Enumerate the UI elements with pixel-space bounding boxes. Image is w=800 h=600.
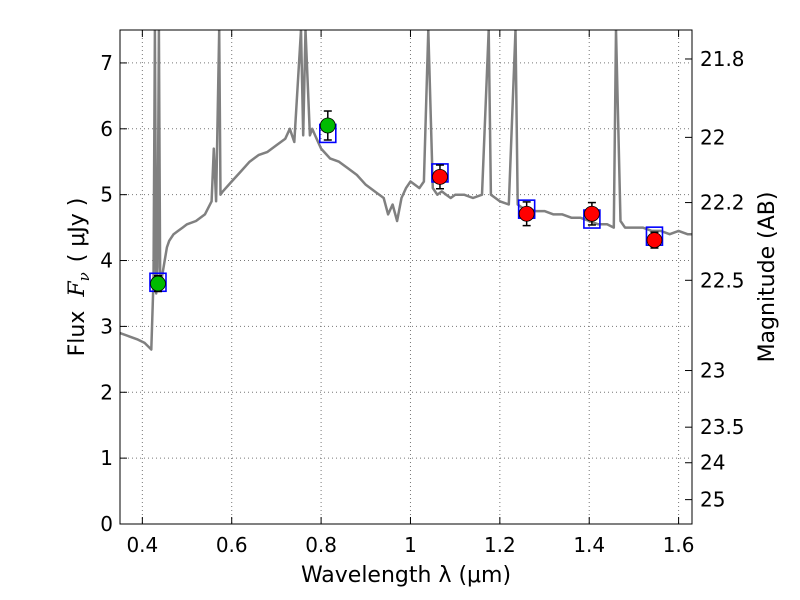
- y-tick-label: 2: [100, 380, 113, 404]
- observed-point: [518, 205, 535, 222]
- y-axis-title-prefix: Flux: [65, 311, 90, 357]
- y2-tick-label: 24: [700, 451, 725, 475]
- y2-tick-label: 22: [700, 125, 725, 149]
- grid: [120, 30, 692, 525]
- y-axis-title-subscript: ν: [75, 272, 93, 281]
- y2-tick-label: 21.8: [700, 47, 745, 71]
- plot-area: [120, 30, 692, 351]
- y-tick-label: 7: [100, 51, 113, 75]
- y-tick-label: 6: [100, 117, 113, 141]
- y-axis-title-unit: ( μJy ): [65, 198, 90, 263]
- x-tick-label: 1: [404, 533, 417, 557]
- y-tick-label: 5: [100, 183, 113, 207]
- y-tick-label: 4: [100, 249, 113, 273]
- y-tick-label: 0: [100, 512, 113, 536]
- observed-point: [319, 117, 336, 134]
- x-tick-label: 1.2: [484, 533, 516, 557]
- y2-tick-label: 22.2: [700, 191, 745, 215]
- y-axis-title-symbol: F: [65, 281, 90, 298]
- y2-tick-label: 25: [700, 488, 725, 512]
- spectrum-line: [120, 30, 692, 351]
- x-tick-label: 0.8: [305, 533, 337, 557]
- observed-point: [150, 275, 166, 292]
- y-axis-title: Flux Fν ( μJy ): [65, 198, 93, 357]
- x-tick-label: 1.6: [663, 533, 695, 557]
- observed-point: [646, 232, 663, 249]
- y-tick-label: 3: [100, 314, 113, 338]
- x-tick-label: 1.4: [573, 533, 605, 557]
- y2-tick-label: 22.5: [700, 268, 745, 292]
- y2-tick-label: 23: [700, 359, 725, 383]
- plot-frame: [119, 29, 693, 525]
- x-axis-title: Wavelength λ (μm): [301, 563, 511, 588]
- x-tick-label: 0.6: [216, 533, 248, 557]
- x-tick-label: 0.4: [126, 533, 158, 557]
- y2-tick-label: 23.5: [700, 415, 745, 439]
- observed-point: [432, 168, 448, 185]
- observed-point: [584, 205, 600, 222]
- y-tick-label: 1: [100, 446, 113, 470]
- y2-axis-title: Magnitude (AB): [755, 192, 780, 363]
